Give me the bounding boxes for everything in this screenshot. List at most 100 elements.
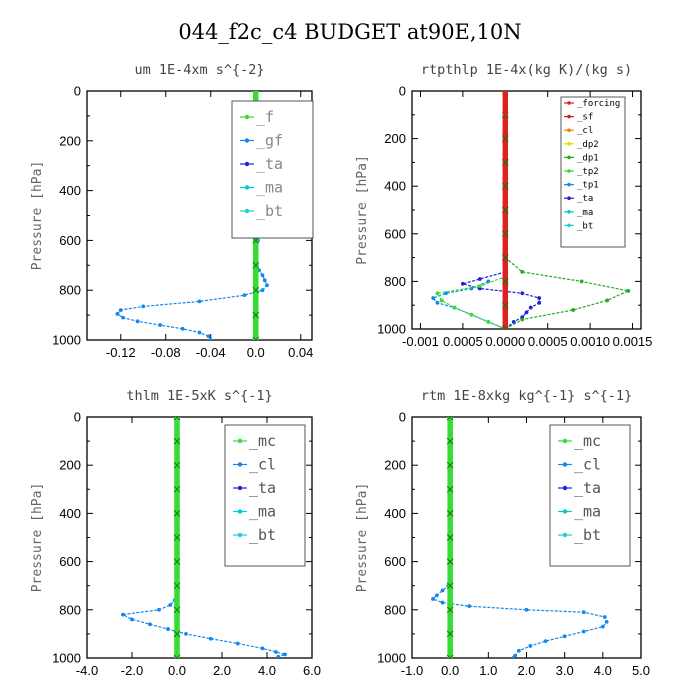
plot-area	[431, 417, 609, 658]
x-tick-label: -1.0	[401, 663, 423, 678]
legend-marker	[237, 532, 243, 538]
plot-area	[121, 417, 288, 658]
x-tick-label: 1.0	[479, 663, 497, 678]
data-point	[446, 582, 454, 590]
y-tick-label: 400	[59, 183, 81, 198]
panel-1: um 1E-4xm s^{-2} Pressure [hPa] 0 200 400 600…	[30, 62, 314, 360]
data-point	[197, 299, 202, 304]
data-point	[435, 291, 440, 296]
data-point	[501, 159, 509, 166]
y-tick-label: 400	[384, 179, 406, 194]
y-tick-label: 200	[59, 458, 81, 473]
legend-marker	[567, 169, 571, 173]
x-tick-label: -0.04	[196, 345, 226, 360]
data-point	[446, 417, 454, 421]
data-point	[537, 296, 542, 300]
data-point	[477, 284, 482, 289]
legend-marker	[237, 509, 243, 514]
y-tick-label: 1000	[52, 651, 81, 666]
x-tick-label: -0.001	[402, 334, 439, 349]
y-tick-label: 600	[384, 226, 406, 241]
data-point	[446, 437, 454, 445]
y-tick-label: 400	[59, 506, 81, 521]
y-tick-label: 0	[74, 410, 81, 425]
data-point	[446, 485, 454, 493]
y-tick-label: 600	[59, 554, 81, 569]
data-point	[446, 630, 454, 638]
data-point	[446, 461, 454, 469]
legend-box	[560, 96, 626, 248]
data-point	[173, 534, 181, 541]
legend-label: _mc	[249, 432, 276, 450]
data-point	[467, 604, 472, 609]
y-tick-label: 0	[399, 410, 406, 425]
data-point	[501, 206, 509, 214]
y-tick-label: 0	[399, 84, 406, 99]
panel-title: um 1E-4xm s^{-2}	[134, 62, 264, 78]
series-tp2-line	[436, 257, 506, 329]
y-tick-label: 200	[59, 133, 81, 148]
data-point	[235, 641, 240, 646]
data-point	[173, 654, 181, 658]
data-point	[130, 617, 134, 622]
legend-label: _bt	[577, 221, 593, 231]
data-point	[431, 597, 435, 601]
panel-3: thlm 1E-5xK s^{-1} Pressure [hPa] 0 200 400 6…	[30, 388, 321, 678]
y-axis-label: Pressure [hPa]	[355, 155, 370, 265]
y-tick-label: 400	[384, 506, 406, 521]
data-point	[605, 298, 609, 303]
legend-label: _bt	[574, 526, 601, 544]
data-point	[166, 627, 170, 631]
data-point	[157, 607, 161, 612]
y-tick-label: 1000	[377, 322, 406, 337]
x-tick-label: -0.12	[106, 345, 136, 360]
data-point	[501, 254, 509, 261]
data-point	[477, 277, 482, 281]
y-tick-label: 800	[384, 274, 406, 289]
legend-marker	[562, 462, 568, 467]
data-point	[501, 325, 509, 329]
data-point	[446, 654, 454, 658]
legend-marker	[237, 438, 243, 444]
data-point	[260, 273, 265, 278]
y-tick-label: 1000	[52, 333, 81, 348]
legend-marker	[567, 128, 571, 132]
data-point	[274, 650, 278, 654]
legend-label: _dp2	[577, 140, 599, 150]
legend-label: _ta	[256, 155, 283, 173]
legend-marker	[562, 438, 568, 444]
data-point	[524, 607, 529, 612]
data-point	[511, 319, 516, 324]
legend-label: _tp2	[577, 167, 599, 177]
legend-marker	[567, 142, 571, 146]
legend-label: _ta	[574, 479, 601, 497]
data-point	[168, 603, 173, 607]
legend-marker	[244, 114, 250, 120]
legend-marker	[562, 532, 568, 538]
legend-label: _ma	[577, 208, 593, 218]
panel-2: rtpthlp 1E-4x(kg K)/(kg s) Pressure [hPa]…	[355, 62, 652, 349]
y-tick-label: 600	[59, 233, 81, 248]
data-point	[208, 636, 213, 641]
legend-label: _ma	[574, 503, 601, 521]
data-point	[501, 135, 509, 142]
data-point	[431, 296, 436, 300]
data-point	[206, 334, 211, 339]
data-point	[520, 269, 525, 274]
series-dp1-line	[504, 257, 631, 329]
x-tick-label: 0.0010	[570, 334, 610, 349]
x-tick-label: 0.0	[168, 663, 186, 678]
data-point	[528, 305, 533, 310]
y-tick-label: 800	[59, 602, 81, 617]
y-tick-label: 800	[384, 602, 406, 617]
x-tick-label: 0.0005	[443, 334, 483, 349]
legend-marker	[567, 196, 571, 200]
legend-marker	[567, 101, 571, 105]
data-point	[252, 311, 260, 319]
legend-label: _dp1	[577, 153, 599, 163]
x-tick-label: 4.0	[594, 663, 612, 678]
legend-label: _cl	[249, 456, 276, 474]
legend-label: _ta	[577, 194, 593, 204]
data-point	[501, 278, 509, 285]
data-point	[486, 319, 491, 324]
